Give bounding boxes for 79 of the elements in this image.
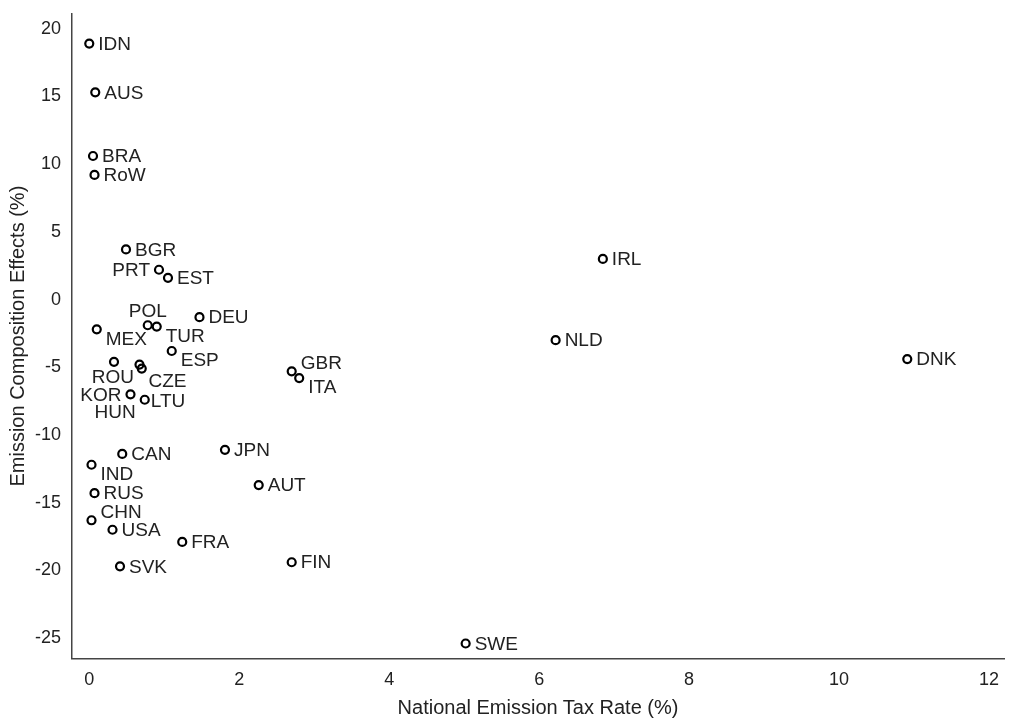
annotation: FIN bbox=[300, 551, 332, 573]
annotation: IND bbox=[100, 462, 134, 484]
point bbox=[108, 356, 120, 367]
annotation: PRT bbox=[112, 258, 151, 280]
y-tick-label: -5 bbox=[45, 356, 62, 377]
annotation: CZE bbox=[148, 369, 187, 391]
y-tick-label: 0 bbox=[51, 288, 62, 309]
point bbox=[597, 253, 608, 265]
point bbox=[460, 638, 471, 649]
annotation: AUT bbox=[267, 474, 307, 496]
point bbox=[286, 557, 297, 568]
point bbox=[117, 448, 128, 460]
point bbox=[120, 244, 132, 255]
annotation: RoW bbox=[103, 164, 146, 186]
point bbox=[194, 312, 205, 323]
y-tick-label: -20 bbox=[35, 559, 62, 580]
annotation: FRA bbox=[191, 531, 230, 553]
annotation: GBR bbox=[300, 351, 342, 373]
point bbox=[84, 38, 95, 49]
annotation: BRA bbox=[102, 145, 142, 167]
x-axis-title: National Emission Tax Rate (%) bbox=[397, 695, 679, 718]
point bbox=[219, 444, 231, 455]
x-tick-label: 6 bbox=[534, 669, 545, 690]
x-tick-label: 12 bbox=[978, 669, 1000, 690]
y-tick-label: 15 bbox=[40, 85, 62, 106]
point bbox=[142, 320, 153, 331]
point bbox=[89, 169, 100, 181]
point bbox=[107, 524, 118, 535]
x-tick-label: 10 bbox=[829, 669, 850, 690]
point bbox=[86, 459, 97, 470]
y-tick-label: -10 bbox=[35, 423, 62, 444]
point bbox=[136, 363, 147, 374]
annotation: DEU bbox=[208, 306, 249, 328]
point bbox=[90, 87, 101, 98]
x-tick-label: 0 bbox=[84, 669, 95, 690]
point bbox=[89, 488, 100, 499]
annotation: BGR bbox=[135, 238, 177, 260]
annotation: EST bbox=[176, 267, 215, 289]
annotation: SVK bbox=[129, 555, 168, 577]
annotation: AUS bbox=[104, 81, 144, 103]
annotation: NLD bbox=[564, 329, 603, 351]
point bbox=[286, 366, 297, 377]
point bbox=[902, 354, 913, 365]
annotation: ITA bbox=[308, 376, 337, 398]
annotation: JPN bbox=[233, 439, 270, 461]
y-axis-title: Emission Composition Effects (%) bbox=[5, 185, 28, 487]
annotation: DNK bbox=[916, 348, 957, 370]
x-tick-label: 2 bbox=[234, 669, 245, 690]
annotation: CAN bbox=[131, 443, 172, 465]
y-tick-label: 5 bbox=[51, 220, 62, 241]
annotation: TUR bbox=[165, 324, 205, 346]
point bbox=[139, 394, 150, 405]
y-tick-label: 20 bbox=[40, 17, 62, 38]
point bbox=[87, 150, 99, 162]
point bbox=[153, 264, 165, 275]
annotation: IRL bbox=[611, 248, 642, 270]
x-tick-label: 8 bbox=[684, 669, 695, 690]
point bbox=[114, 561, 126, 572]
annotation: IDN bbox=[98, 32, 131, 54]
annotation: LTU bbox=[150, 389, 186, 411]
point bbox=[294, 372, 305, 384]
point bbox=[550, 335, 561, 346]
point bbox=[151, 321, 162, 332]
annotation: POL bbox=[128, 299, 167, 321]
point bbox=[125, 389, 136, 400]
annotation: ESP bbox=[180, 349, 219, 371]
annotation: MEX bbox=[105, 327, 148, 349]
point bbox=[166, 345, 177, 357]
point bbox=[86, 515, 97, 526]
x-tick-label: 4 bbox=[384, 669, 395, 690]
point bbox=[134, 359, 145, 370]
point bbox=[177, 536, 188, 548]
point bbox=[91, 324, 102, 335]
y-tick-label: 10 bbox=[40, 153, 62, 174]
y-tick-label: -15 bbox=[35, 491, 62, 512]
y-tick-label: -25 bbox=[35, 627, 62, 648]
point bbox=[162, 272, 174, 283]
point bbox=[253, 479, 264, 491]
annotation: SWE bbox=[474, 632, 518, 654]
